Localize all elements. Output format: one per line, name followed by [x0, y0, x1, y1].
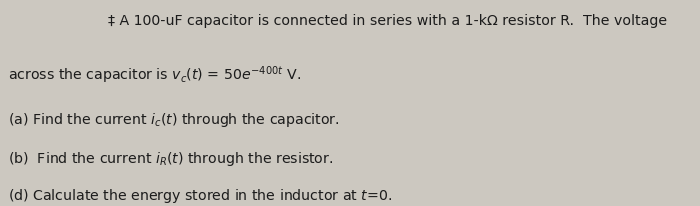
Text: (d) Calculate the energy stored in the inductor at $\mathit{t}$=0.: (d) Calculate the energy stored in the i…	[8, 187, 393, 205]
Text: (a) Find the current $\mathit{i}_c(t)$ through the capacitor.: (a) Find the current $\mathit{i}_c(t)$ t…	[8, 111, 340, 129]
Text: across the capacitor is $\mathit{v}_c(t)$ = 50$e^{-400t}$ V.: across the capacitor is $\mathit{v}_c(t)…	[8, 65, 302, 87]
Text: ‡ A 100-uF capacitor is connected in series with a 1-kΩ resistor R.  The voltage: ‡ A 100-uF capacitor is connected in ser…	[108, 14, 668, 28]
Text: (b)  Find the current $\mathit{i}_R(t)$ through the resistor.: (b) Find the current $\mathit{i}_R(t)$ t…	[8, 150, 334, 168]
